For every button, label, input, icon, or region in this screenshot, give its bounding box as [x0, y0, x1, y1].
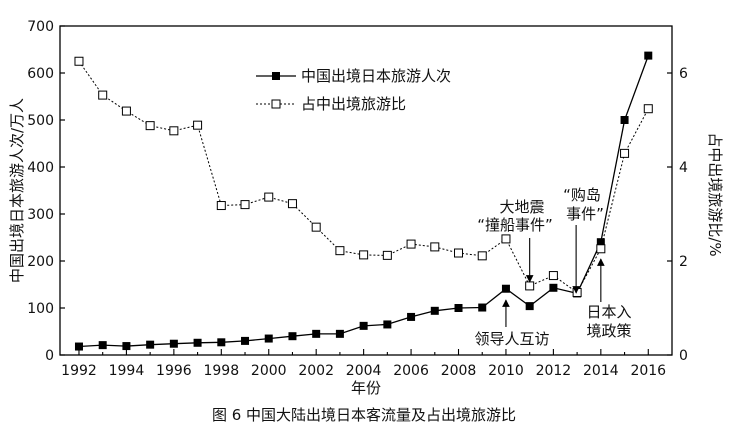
- series-2-point-2014: [596, 244, 606, 254]
- annotation-earthquake-line1: 大地震: [499, 198, 544, 216]
- series-1-point-1993: [98, 341, 107, 350]
- x-tick-label: 2002: [298, 363, 334, 379]
- axes-layer: 0 100 200 300 400 500 600 700 0 2 4 6 1992 1994 1996 19…: [8, 19, 724, 397]
- series-1-point-1998: [217, 338, 226, 347]
- legend-label-2: 占中出境旅游比: [301, 95, 406, 113]
- series-1-point-2002: [312, 329, 321, 338]
- series-2-point-2004: [359, 250, 369, 260]
- series-1-point-2007: [430, 306, 439, 315]
- annotation-island-line2: 事件”: [566, 205, 604, 223]
- y-tick-label: 600: [27, 66, 54, 82]
- annotation-policy-line2: 境政策: [586, 322, 631, 340]
- legend-marker-2: [271, 99, 281, 109]
- x-tick-label: 2016: [630, 363, 666, 379]
- series-1-point-1994: [122, 342, 131, 351]
- series-2-point-1998: [216, 201, 226, 211]
- series-1-point-2011: [525, 302, 534, 311]
- annotation-island-line1: “购岛: [563, 186, 601, 204]
- series-1-point-2009: [478, 303, 487, 312]
- series-layer: [74, 51, 653, 351]
- series-2-point-2011: [525, 281, 535, 291]
- series-2-point-1994: [121, 106, 131, 116]
- x-tick-label: 2000: [251, 363, 287, 379]
- series-2-point-2015: [620, 148, 630, 158]
- series-2-point-1997: [193, 120, 203, 130]
- series-2-point-2009: [477, 251, 487, 261]
- y2-tick-label: 0: [679, 348, 688, 364]
- annotation-leaders-visit: 领导人互访: [474, 330, 549, 348]
- series-2-point-2001: [287, 199, 297, 209]
- annotation-earthquake-line2: “撞船事件”: [477, 216, 553, 234]
- series-1-point-1996: [169, 339, 178, 348]
- series-2-point-2002: [311, 222, 321, 232]
- series-1-point-2006: [407, 312, 416, 321]
- y-tick-label: 0: [45, 348, 54, 364]
- series-2-point-2013: [572, 287, 582, 297]
- series-2-point-1999: [240, 200, 250, 210]
- series-1-point-2005: [383, 320, 392, 329]
- y-tick-label: 200: [27, 254, 54, 270]
- y-tick-label: 100: [27, 301, 54, 317]
- series-1-point-2012: [549, 283, 558, 292]
- y2-axis-title: 占中出境旅游比/%: [706, 132, 724, 256]
- x-tick-label: 2004: [346, 363, 382, 379]
- series-2-point-1992: [74, 56, 84, 66]
- x-tick-label: 2008: [441, 363, 477, 379]
- y2-tick-label: 6: [679, 66, 688, 82]
- y2-tick-label: 4: [679, 160, 688, 176]
- y-axis-title: 中国出境日本旅游人次/万人: [8, 98, 26, 283]
- series-1-point-1995: [146, 340, 155, 349]
- series-1-point-2004: [359, 321, 368, 330]
- x-tick-label: 1994: [109, 363, 145, 379]
- x-tick-label: 1998: [203, 363, 239, 379]
- legend-marker-1: [272, 72, 280, 80]
- series-2-point-2016: [643, 104, 653, 114]
- x-tick-label: 2006: [393, 363, 429, 379]
- series-2-point-1996: [169, 126, 179, 136]
- series-1-point-2016: [644, 51, 653, 60]
- x-tick-label: 1996: [156, 363, 192, 379]
- annotation-policy-line1: 日本入: [586, 303, 631, 321]
- series-1-point-2001: [288, 332, 297, 341]
- legend-label-1: 中国出境日本旅游人次: [301, 67, 451, 85]
- y-tick-label: 500: [27, 113, 54, 129]
- series-1-point-1997: [193, 338, 202, 347]
- y-tick-label: 700: [27, 19, 54, 35]
- x-axis-title: 年份: [351, 379, 381, 397]
- series-2-point-2000: [264, 192, 274, 202]
- series-2-point-2012: [548, 271, 558, 281]
- series-1-point-1999: [241, 336, 250, 345]
- series-2-point-2003: [335, 246, 345, 256]
- series-2-point-2008: [454, 248, 464, 258]
- series-1-point-2010: [501, 284, 510, 293]
- x-tick-label: 2012: [536, 363, 572, 379]
- series-2-point-1993: [98, 90, 108, 100]
- series-1-point-2015: [620, 116, 629, 124]
- series-1-point-2003: [335, 329, 344, 338]
- x-tick-label: 2010: [488, 363, 524, 379]
- series-2-point-2006: [406, 239, 416, 249]
- x-tick-label: 1992: [61, 363, 97, 379]
- series-2-point-2005: [382, 250, 392, 260]
- series-2-point-2010: [501, 234, 511, 244]
- series-2-point-2007: [430, 242, 440, 252]
- y2-tick-label: 2: [679, 254, 688, 270]
- y-tick-label: 300: [27, 207, 54, 223]
- y-tick-label: 400: [27, 160, 54, 176]
- series-2-point-1995: [145, 121, 155, 131]
- plot-frame: [59, 25, 673, 356]
- x-tick-label: 2014: [583, 363, 619, 379]
- series-1-point-1992: [74, 342, 83, 351]
- figure-caption: 图 6 中国大陆出境日本客流量及占出境旅游比: [212, 406, 516, 424]
- series-1-point-2008: [454, 304, 463, 312]
- series-1-point-2000: [264, 334, 273, 343]
